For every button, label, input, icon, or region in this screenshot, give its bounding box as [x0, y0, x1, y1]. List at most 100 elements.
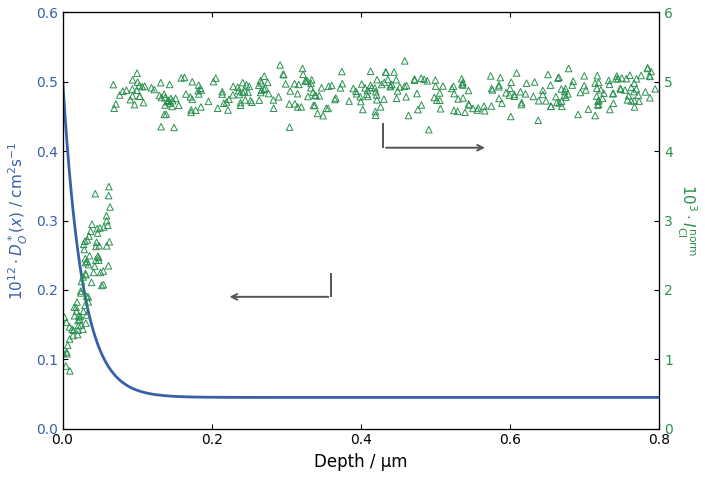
- Point: [505, 78, 517, 86]
- Point: [485, 72, 496, 80]
- Point: [68, 332, 79, 339]
- Point: [593, 97, 604, 104]
- Point: [562, 90, 573, 98]
- Point: [149, 86, 160, 93]
- Point: [567, 81, 578, 89]
- Point: [335, 84, 346, 92]
- Point: [59, 314, 70, 321]
- Y-axis label: $10^{12} \cdot D_O^*(x)$ / cm$^2$s$^{-1}$: $10^{12} \cdot D_O^*(x)$ / cm$^2$s$^{-1}…: [7, 141, 30, 300]
- Point: [162, 98, 173, 105]
- Point: [104, 238, 115, 246]
- Point: [90, 190, 101, 197]
- Point: [139, 82, 150, 90]
- Point: [644, 94, 656, 101]
- Point: [391, 95, 402, 102]
- Point: [486, 102, 497, 110]
- Point: [232, 83, 243, 91]
- Point: [593, 100, 604, 108]
- Point: [479, 102, 490, 110]
- Point: [361, 90, 372, 98]
- Point: [90, 256, 102, 264]
- Point: [104, 203, 116, 211]
- Point: [256, 87, 267, 94]
- Point: [216, 90, 228, 98]
- Point: [504, 85, 515, 92]
- Point: [639, 88, 651, 96]
- Point: [263, 90, 274, 98]
- Point: [73, 312, 85, 320]
- Point: [623, 92, 634, 99]
- Point: [62, 341, 73, 349]
- Point: [589, 79, 601, 87]
- Point: [241, 81, 252, 88]
- Point: [591, 92, 602, 100]
- Point: [591, 72, 603, 79]
- Point: [533, 97, 544, 105]
- Point: [583, 105, 594, 113]
- Point: [487, 86, 498, 94]
- Point: [302, 93, 314, 100]
- Point: [83, 232, 94, 240]
- Point: [310, 92, 321, 99]
- Point: [246, 98, 257, 106]
- Point: [369, 108, 381, 116]
- Point: [603, 76, 614, 84]
- Point: [355, 93, 366, 100]
- Point: [463, 101, 474, 109]
- Point: [137, 99, 149, 107]
- Point: [168, 124, 180, 131]
- Point: [89, 262, 100, 270]
- Point: [355, 98, 367, 106]
- Point: [101, 212, 112, 219]
- Point: [127, 76, 138, 84]
- Point: [159, 90, 170, 98]
- Point: [221, 98, 232, 106]
- Point: [86, 220, 97, 228]
- Point: [505, 113, 516, 120]
- Point: [642, 64, 654, 72]
- Point: [537, 91, 548, 98]
- Point: [366, 84, 377, 91]
- Point: [159, 94, 171, 101]
- Point: [159, 101, 171, 109]
- Point: [78, 325, 89, 333]
- Point: [227, 91, 238, 98]
- Point: [216, 88, 228, 96]
- Point: [635, 72, 646, 79]
- Point: [330, 94, 341, 102]
- Point: [493, 95, 505, 102]
- Point: [550, 93, 561, 100]
- Point: [622, 96, 633, 104]
- Point: [593, 78, 604, 86]
- Point: [540, 97, 551, 105]
- Point: [360, 84, 371, 92]
- Point: [309, 91, 321, 99]
- Point: [399, 82, 410, 90]
- Point: [78, 246, 90, 253]
- Point: [173, 101, 185, 109]
- Point: [237, 88, 248, 96]
- Point: [378, 95, 389, 103]
- Point: [437, 82, 448, 90]
- Point: [165, 95, 176, 102]
- Point: [575, 88, 586, 96]
- Point: [185, 93, 196, 101]
- Point: [68, 326, 79, 334]
- Point: [79, 238, 90, 245]
- Point: [511, 69, 522, 77]
- Point: [162, 98, 173, 105]
- Point: [154, 92, 165, 99]
- Point: [233, 87, 244, 95]
- Point: [415, 74, 427, 82]
- Point: [84, 252, 95, 260]
- Point: [228, 83, 239, 90]
- Point: [161, 110, 172, 118]
- Point: [422, 77, 433, 85]
- Point: [262, 78, 274, 86]
- Point: [472, 106, 483, 114]
- Point: [243, 88, 254, 96]
- Point: [356, 80, 367, 88]
- Point: [365, 81, 376, 89]
- Point: [131, 87, 142, 94]
- Point: [458, 94, 469, 102]
